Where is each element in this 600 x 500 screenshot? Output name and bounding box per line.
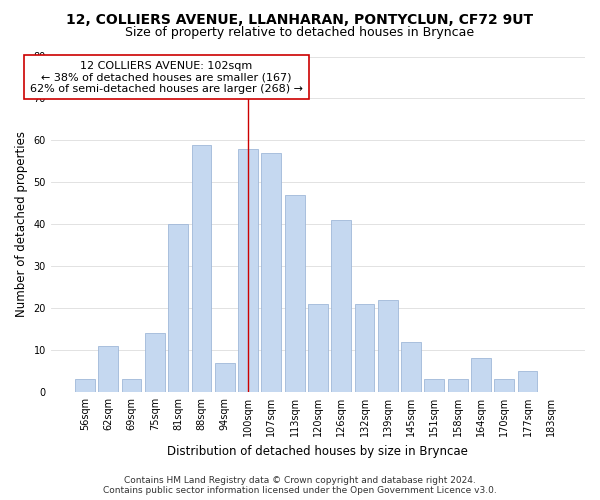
Text: 12 COLLIERS AVENUE: 102sqm
← 38% of detached houses are smaller (167)
62% of sem: 12 COLLIERS AVENUE: 102sqm ← 38% of deta… xyxy=(30,60,303,94)
Text: 12, COLLIERS AVENUE, LLANHARAN, PONTYCLUN, CF72 9UT: 12, COLLIERS AVENUE, LLANHARAN, PONTYCLU… xyxy=(67,12,533,26)
Bar xyxy=(122,380,142,392)
Text: Contains HM Land Registry data © Crown copyright and database right 2024.
Contai: Contains HM Land Registry data © Crown c… xyxy=(103,476,497,495)
Bar xyxy=(494,380,514,392)
Text: Size of property relative to detached houses in Bryncae: Size of property relative to detached ho… xyxy=(125,26,475,39)
Bar xyxy=(331,220,351,392)
X-axis label: Distribution of detached houses by size in Bryncae: Distribution of detached houses by size … xyxy=(167,444,469,458)
Bar xyxy=(448,380,467,392)
Bar xyxy=(262,153,281,392)
Bar xyxy=(75,380,95,392)
Bar xyxy=(238,148,258,392)
Bar xyxy=(471,358,491,392)
Bar xyxy=(145,333,165,392)
Bar xyxy=(518,371,538,392)
Bar xyxy=(308,304,328,392)
Bar xyxy=(355,304,374,392)
Bar xyxy=(168,224,188,392)
Bar xyxy=(215,362,235,392)
Bar xyxy=(401,342,421,392)
Bar xyxy=(98,346,118,392)
Y-axis label: Number of detached properties: Number of detached properties xyxy=(15,131,28,317)
Bar xyxy=(285,195,305,392)
Bar xyxy=(424,380,444,392)
Bar xyxy=(191,144,211,392)
Bar xyxy=(378,300,398,392)
